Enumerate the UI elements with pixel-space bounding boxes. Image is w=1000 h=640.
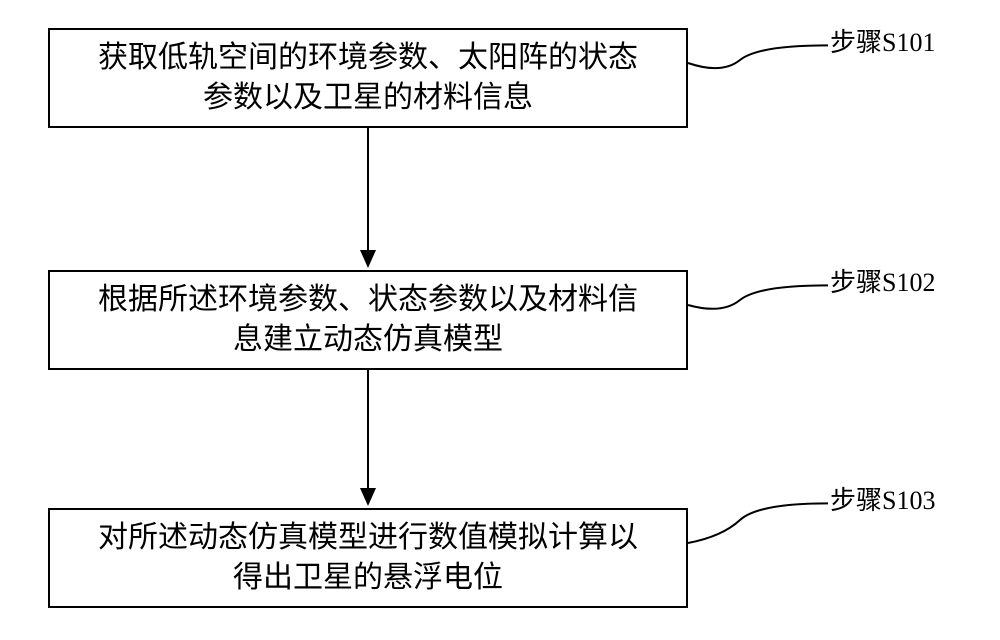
arrowhead-icon xyxy=(360,488,376,506)
flowchart-canvas: 获取低轨空间的环境参数、太阳阵的状态 参数以及卫星的材料信息根据所述环境参数、状… xyxy=(0,0,1000,640)
callout-curve xyxy=(688,503,828,543)
connector-layer xyxy=(0,0,1000,640)
callout-curve xyxy=(688,45,828,68)
arrowhead-icon xyxy=(360,250,376,268)
callout-curve xyxy=(688,285,828,308)
